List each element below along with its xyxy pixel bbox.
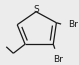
Text: Br: Br	[53, 55, 63, 64]
Text: S: S	[33, 5, 39, 14]
Text: Br: Br	[68, 20, 78, 29]
